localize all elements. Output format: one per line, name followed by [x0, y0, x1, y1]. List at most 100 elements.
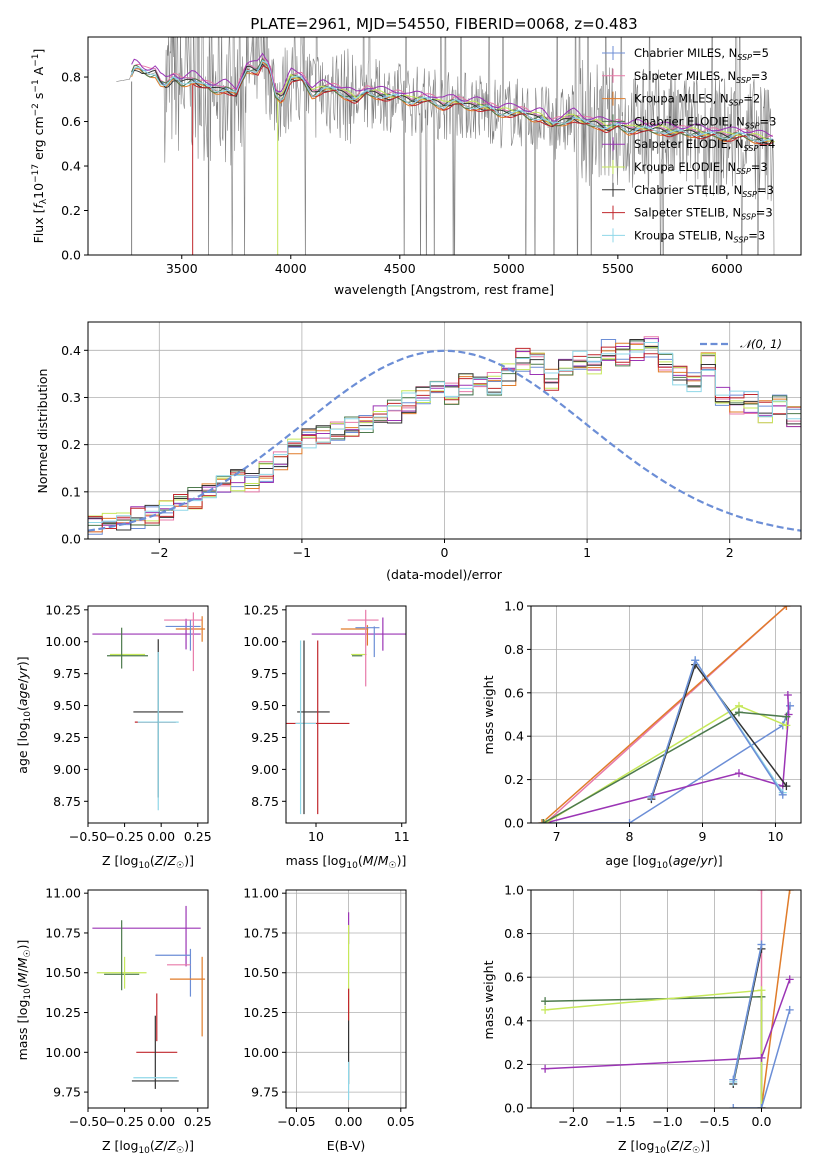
weight-marker [734, 708, 743, 717]
histogram-step [88, 339, 801, 531]
y-tick-label: 9.25 [251, 730, 279, 745]
x-tick-label: −0.05 [277, 1114, 315, 1129]
y-tick-label: 10.25 [243, 1005, 279, 1020]
x-tick-label: −1.5 [605, 1114, 635, 1129]
y-tick-label: 10.75 [45, 925, 81, 940]
spectrum-plot-area [116, 37, 775, 255]
weight-line-area [537, 606, 795, 823]
x-tick-label: 6000 [711, 261, 743, 276]
weight-marker [757, 940, 766, 949]
weight-marker [757, 890, 766, 894]
p5-ylabel: mass weight [481, 675, 496, 754]
weight-line [545, 989, 763, 1108]
y-tick-label: 10.50 [45, 965, 81, 980]
y-tick-label: 0.3 [61, 390, 81, 405]
weight-marker [541, 819, 550, 823]
histogram-step [88, 341, 801, 524]
weight-marker [729, 1104, 738, 1108]
spectrum-ylabel: Flux [fλ10−17 erg cm−2 s−1 A−1] [31, 49, 49, 244]
spectrum-panel: 3500 4000 4500 5000 5500 6000 0.0 0.2 0.4 0.6 0.8 C… [61, 36, 802, 276]
weight-marker [785, 975, 794, 984]
y-tick-label: 0.2 [61, 437, 81, 452]
x-tick-label: −0.25 [105, 829, 143, 844]
mass-vs-extinction-panel: −0.05 0.00 0.05 9.75 10.00 10.25 10.50 10.75 11.… [243, 886, 415, 1129]
weight-marker [778, 790, 787, 799]
model-line [131, 57, 773, 139]
axes-frame [530, 605, 802, 824]
y-tick-label: 0.6 [61, 114, 81, 129]
y-tick-label: 9.50 [251, 698, 279, 713]
x-tick-label: 4000 [275, 261, 307, 276]
y-tick-label: 11.00 [45, 886, 81, 901]
legend-label: Salpeter STELIB, NSSP=3 [634, 206, 773, 222]
y-tick-label: 10.75 [243, 925, 279, 940]
x-tick-label: −0.50 [69, 829, 107, 844]
legend-label: 𝒩(0, 1) [740, 337, 782, 351]
weight-line [650, 658, 784, 798]
axes-frame [87, 36, 802, 256]
weight-marker [625, 819, 634, 823]
y-tick-label: 8.75 [53, 794, 81, 809]
x-tick-label: 0.00 [147, 829, 175, 844]
weight-marker [786, 701, 795, 710]
y-tick-label: 0.0 [61, 248, 81, 263]
legend-label: Kroupa MILES, NSSP=2 [634, 92, 760, 108]
gaussian-curve [88, 349, 801, 532]
histogram-step [88, 338, 801, 526]
legend-label: Salpeter MILES, NSSP=3 [634, 69, 768, 85]
weight-marker [782, 782, 791, 791]
weight-marker [785, 890, 794, 894]
legend-label: Chabrier MILES, NSSP=5 [634, 46, 769, 62]
x-tick-label: 2 [726, 545, 734, 560]
p3-ylabel: age [log10(age/yr)] [15, 656, 33, 773]
spectrum-xlabel: wavelength [Angstrom, rest frame] [334, 282, 554, 297]
y-tick-label: 1.0 [504, 599, 524, 614]
histogram-step [88, 336, 801, 533]
axes-frame [285, 605, 407, 824]
y-tick-label: 0.4 [61, 159, 81, 174]
weight-line [543, 711, 787, 823]
x-tick-label: −1.0 [652, 1114, 682, 1129]
y-tick-label: 10.25 [45, 1005, 81, 1020]
p8-xlabel: Z [log10(Z/Z☉)] [618, 1138, 710, 1156]
legend-label: Kroupa ELODIE, NSSP=3 [634, 160, 768, 176]
weight-line [543, 705, 791, 823]
x-tick-label: 0.05 [387, 1114, 415, 1129]
residual-histogram-panel: −2 −1 0 1 2 0.0 0.1 0.2 0.3 0.4 𝒩(0, 1) [61, 321, 802, 560]
weight-line [650, 658, 784, 798]
axes-frame [87, 889, 209, 1109]
weight-line [760, 890, 791, 1108]
y-tick-label: 10.00 [45, 634, 81, 649]
y-tick-label: 0.6 [504, 685, 524, 700]
axes-frame [530, 889, 802, 1109]
y-tick-label: 0.8 [504, 926, 524, 941]
weight-marker [782, 606, 791, 610]
y-tick-label: 0.8 [504, 642, 524, 657]
y-tick-label: 10.00 [45, 1045, 81, 1060]
p4-xlabel: mass [log10(M/M☉)] [286, 853, 407, 871]
x-tick-label: 7 [553, 829, 561, 844]
mass-weight-vs-age-panel: 7 8 9 10 0.0 0.2 0.4 0.6 0.8 1.0 [504, 599, 802, 844]
legend-label: Chabrier ELODIE, NSSP=3 [634, 114, 776, 130]
observed-spectrum-line [116, 37, 775, 255]
weight-line-area [541, 890, 794, 1108]
y-tick-label: 0.2 [504, 772, 524, 787]
weight-marker [537, 819, 546, 823]
weight-line [545, 704, 787, 823]
weight-marker [757, 1053, 766, 1062]
legend-label: Salpeter ELODIE, NSSP=4 [634, 137, 775, 153]
y-tick-label: 11.00 [243, 886, 279, 901]
histogram-ylabel: Normed distribution [35, 369, 50, 494]
weight-marker [734, 769, 743, 778]
x-tick-label: 5000 [493, 261, 525, 276]
y-tick-label: 0.4 [504, 1013, 524, 1028]
x-tick-label: 10 [768, 829, 784, 844]
y-tick-label: 0.4 [61, 343, 81, 358]
mass-vs-metallicity-panel: −0.50−0.25 0.00 0.25 9.75 10.00 10.25 10.50 10.… [45, 886, 211, 1129]
weight-marker [647, 792, 656, 801]
y-tick-label: 10.00 [243, 634, 279, 649]
x-tick-label: 5500 [602, 261, 634, 276]
errorbar-area [92, 612, 206, 811]
weight-line [545, 996, 763, 1108]
x-tick-label: 0.25 [184, 829, 212, 844]
